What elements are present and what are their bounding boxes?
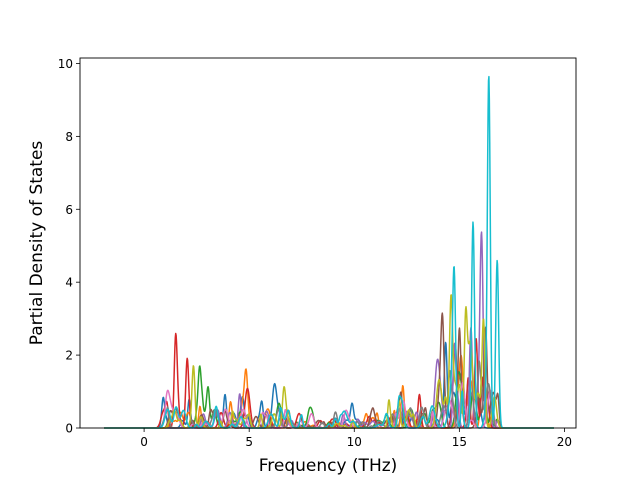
x-tick-label: 5 xyxy=(245,435,253,449)
y-tick-label: 6 xyxy=(65,203,73,217)
x-tick-label: 0 xyxy=(140,435,148,449)
y-tick-label: 0 xyxy=(65,422,73,436)
y-axis-label: Partial Density of States xyxy=(27,141,47,346)
y-axis-ticks: 0 2 4 6 8 10 xyxy=(58,57,80,436)
y-tick-label: 2 xyxy=(65,349,73,363)
y-tick-label: 8 xyxy=(65,130,73,144)
x-tick-label: 15 xyxy=(452,435,467,449)
dos-series-line xyxy=(103,332,555,429)
y-tick-label: 10 xyxy=(58,57,73,71)
x-tick-label: 10 xyxy=(347,435,362,449)
x-tick-label: 20 xyxy=(557,435,572,449)
y-tick-label: 4 xyxy=(65,276,73,290)
x-axis-ticks: 0 5 10 15 20 xyxy=(140,428,572,449)
x-axis-label: Frequency (THz) xyxy=(259,456,398,476)
plot-frame xyxy=(79,57,577,429)
